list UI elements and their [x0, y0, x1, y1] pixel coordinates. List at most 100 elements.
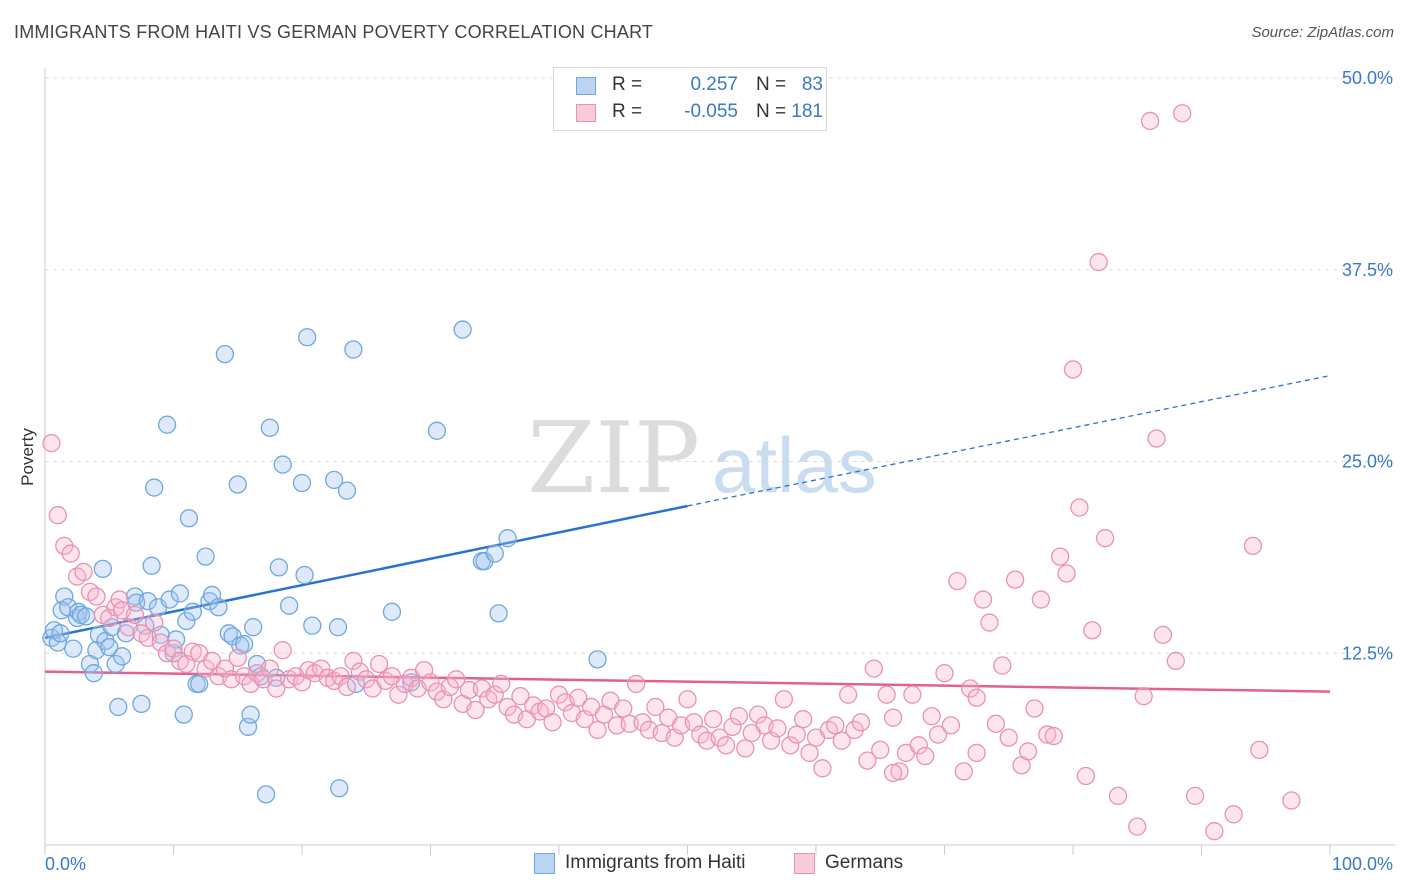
germans-point	[999, 728, 1018, 747]
germans-point	[1063, 360, 1083, 379]
legend-r-label: R =	[612, 101, 643, 122]
germans-point	[967, 743, 986, 763]
haiti-point	[196, 547, 215, 566]
germans-point	[1018, 742, 1038, 761]
axes	[44, 68, 1395, 855]
haiti-point	[145, 478, 164, 497]
haiti-point	[489, 604, 508, 623]
germans-point	[851, 713, 871, 732]
haiti-point	[100, 637, 119, 657]
germans-point	[1282, 791, 1301, 810]
germans-point	[337, 677, 357, 697]
germans-point	[723, 717, 742, 737]
haiti-point	[260, 418, 280, 437]
germans-point	[774, 690, 794, 709]
germans-point	[916, 746, 935, 766]
germans-point	[145, 613, 164, 632]
haiti-point	[109, 697, 128, 717]
legend-r-label: R =	[612, 74, 643, 95]
haiti-point	[241, 705, 260, 724]
germans-point	[986, 714, 1006, 733]
data-points	[42, 104, 1301, 841]
germans-point	[1153, 625, 1173, 644]
haiti-point	[303, 616, 322, 635]
haiti-point	[273, 455, 292, 474]
germans-point	[967, 688, 986, 707]
legend-r-value: 0.257	[690, 74, 738, 95]
haiti-point	[157, 415, 177, 434]
germans-point	[1070, 498, 1089, 517]
y-tick-label: 25.0%	[1342, 452, 1393, 472]
haiti-point	[132, 694, 151, 714]
tick-labels: 12.5% 25.0% 37.5% 50.0% 0.0% 100.0%	[45, 68, 1393, 874]
germans-point	[794, 710, 813, 729]
germans-point	[1205, 822, 1224, 841]
legend-n-value: 181	[791, 101, 823, 122]
haiti-point	[112, 647, 132, 666]
haiti-point	[256, 785, 276, 804]
germans-point	[344, 651, 363, 671]
haiti-point	[344, 340, 363, 359]
germans-point	[492, 674, 511, 694]
haiti-point	[324, 470, 344, 490]
legend-n-value: 83	[801, 74, 823, 95]
germans-point	[614, 699, 633, 718]
haiti-point	[55, 587, 74, 606]
germans-point	[1134, 687, 1153, 706]
germans-point	[569, 688, 588, 707]
haiti-point	[453, 320, 472, 339]
germans-point	[646, 697, 665, 717]
germans-point	[800, 743, 819, 763]
haiti-point	[160, 590, 179, 609]
germans-point	[389, 685, 408, 704]
germans-point	[466, 700, 485, 720]
germans-point	[331, 667, 350, 686]
germans-point	[1038, 725, 1057, 744]
germans-point	[61, 544, 80, 563]
germans-point	[941, 716, 961, 735]
germans-point	[260, 659, 280, 678]
germans-point	[110, 590, 129, 609]
germans-point	[421, 673, 440, 692]
watermark-zip: ZIP	[527, 402, 700, 516]
germans-point	[922, 706, 941, 726]
haiti-point	[485, 544, 504, 563]
germans-point	[1250, 740, 1269, 760]
watermark-atlas: atlas	[712, 421, 877, 509]
x-tick-label: 100.0%	[1332, 854, 1393, 874]
germans-point	[980, 613, 999, 632]
germans-point	[1089, 252, 1108, 272]
germans-point	[749, 705, 768, 724]
germans-point	[883, 763, 903, 783]
germans-point	[704, 710, 723, 729]
germans-point	[1185, 786, 1205, 806]
germans-point	[74, 562, 93, 582]
germans-point	[1051, 547, 1070, 566]
haiti-point	[177, 611, 196, 631]
y-tick-label: 12.5%	[1342, 643, 1393, 663]
legend-n-label: N =	[756, 74, 787, 95]
germans-point	[678, 690, 697, 709]
germans-point	[1108, 786, 1128, 806]
germans-point	[826, 716, 845, 735]
germans-point	[1006, 570, 1025, 589]
haiti-point	[93, 559, 112, 579]
haiti-point	[292, 473, 312, 493]
haiti-point	[190, 674, 209, 694]
bottom-swatch-pink	[794, 853, 815, 874]
legend-r-value: -0.055	[684, 101, 738, 122]
haiti-point	[138, 591, 157, 611]
haiti-point	[142, 556, 161, 575]
germans-point	[588, 720, 607, 740]
haiti-point	[295, 565, 314, 585]
germans-point	[87, 587, 106, 606]
germans-point	[312, 659, 331, 678]
germans-point	[1044, 726, 1063, 746]
haiti-point	[76, 607, 96, 626]
haiti-point	[279, 596, 299, 615]
bottom-legend-label: Immigrants from Haiti	[565, 852, 746, 873]
germans-point	[357, 670, 376, 689]
y-axis-title: Poverty	[18, 428, 37, 486]
haiti-point	[328, 618, 348, 637]
